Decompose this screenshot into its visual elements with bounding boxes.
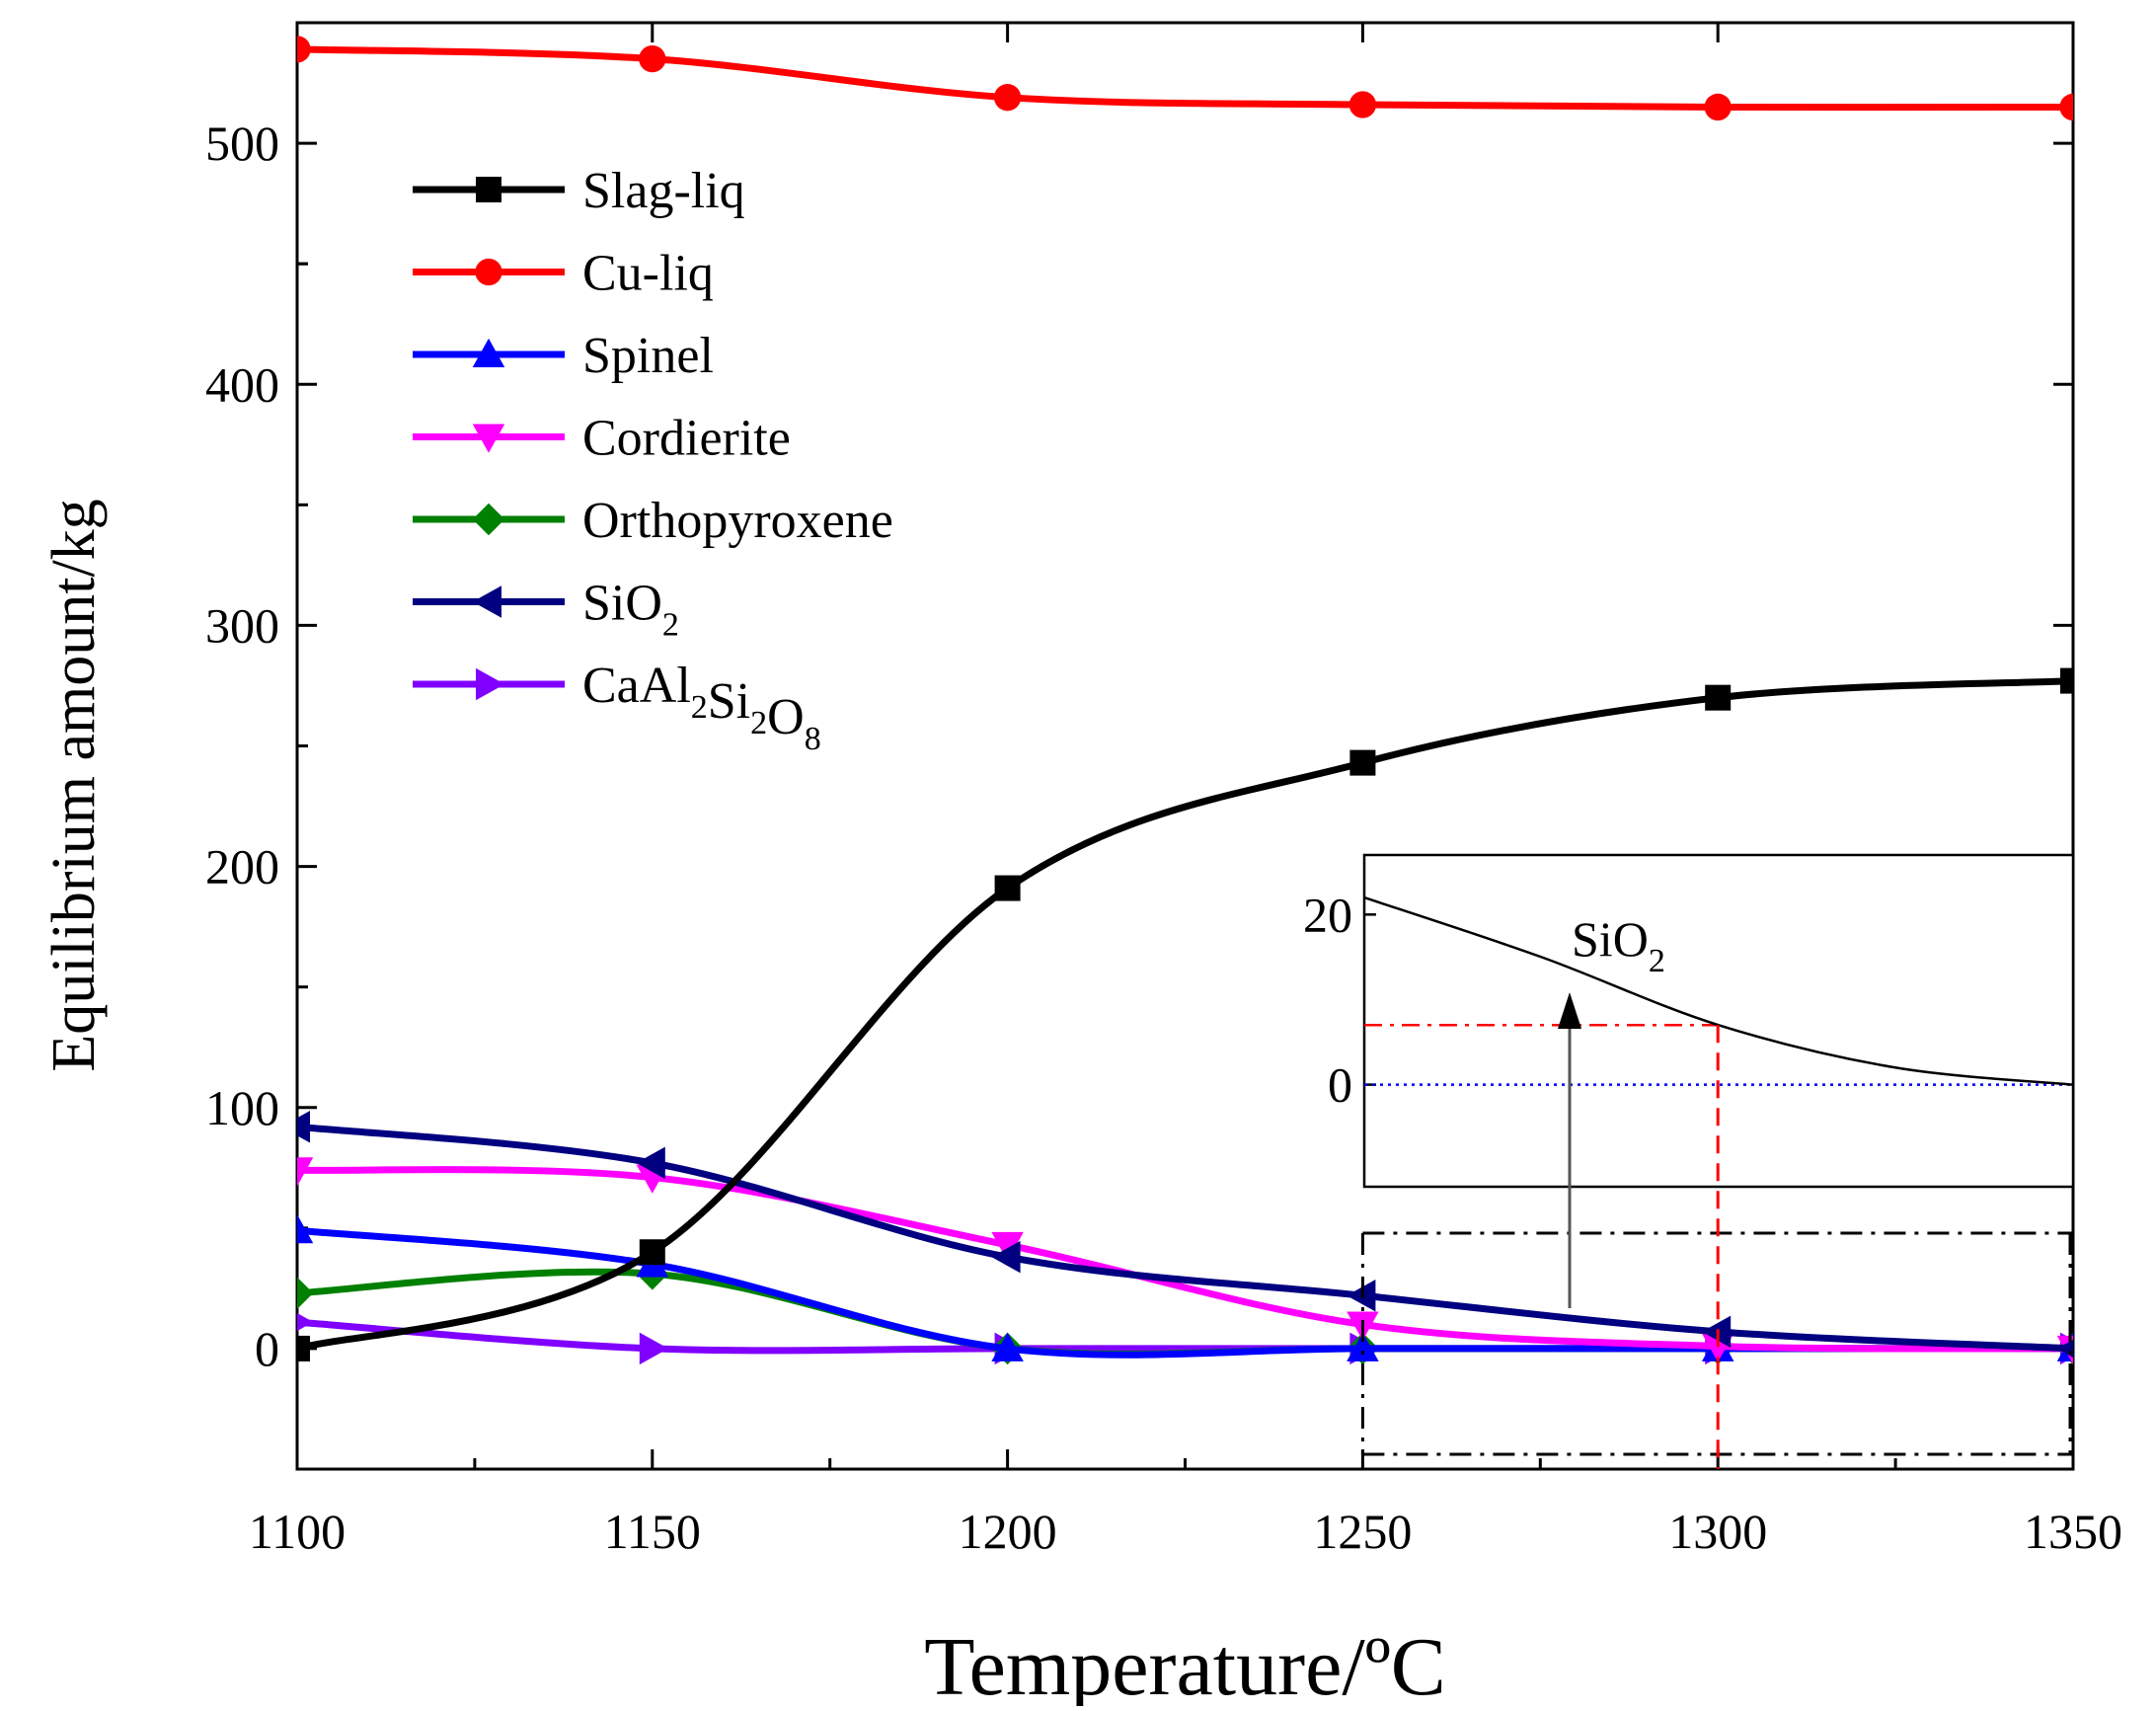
data-point-sio2: [1701, 1315, 1732, 1349]
legend-label-text: Si: [708, 673, 750, 730]
legend-label-subscript: 2: [691, 689, 708, 726]
legend-label-text: Cordierite: [582, 411, 791, 467]
legend-label-text: Spinel: [582, 328, 714, 384]
y-tick-label: 300: [205, 597, 279, 653]
y-axis-title: Equilibrium amount/kg: [40, 499, 108, 1071]
data-point-slag-liq: [639, 1239, 665, 1266]
x-axis-title: Temperature/ºC: [924, 1621, 1446, 1706]
inset-label-subscript: 2: [1649, 943, 1665, 979]
legend-label-subscript: 2: [750, 705, 767, 741]
inset-y-tick-label: 20: [1303, 887, 1352, 942]
legend-swatch-marker: [476, 177, 501, 202]
data-point-cu-liq: [639, 44, 666, 73]
legend-swatch-marker: [476, 667, 505, 701]
legend-label: SiO2: [582, 576, 679, 644]
series-line-sio2: [297, 1123, 2073, 1353]
legend-item-orthopyroxene: Orthopyroxene: [413, 493, 893, 549]
zoom-arrow-head: [1558, 992, 1581, 1029]
legend-label: CaAl2Si2O8: [582, 658, 821, 757]
legend-label-subscript: 8: [805, 721, 821, 757]
legend-label-text: Orthopyroxene: [582, 493, 893, 549]
legend-label: Spinel: [582, 328, 714, 384]
data-point-slag-liq: [1705, 684, 1732, 711]
series-slag-liq: [297, 667, 2073, 1361]
data-point-caal2si2o8: [639, 1332, 669, 1365]
series-sio2: [297, 1111, 2073, 1358]
legend-label: Cu-liq: [582, 246, 714, 302]
data-point-slag-liq: [2060, 667, 2073, 694]
series-layer: [297, 36, 2073, 1365]
inset-frame: [1362, 853, 2075, 1189]
legend: Slag-liq Cu-liq Spinel Cordierite Orthopyrox…: [413, 163, 893, 757]
data-point-cu-liq: [2059, 93, 2073, 121]
data-point-cu-liq: [993, 84, 1022, 112]
legend-label-subscript: 2: [662, 607, 679, 644]
inset-chart: 0 20 SiO2: [1303, 853, 2075, 1189]
inset-label: SiO2: [1572, 911, 1665, 979]
data-point-sio2: [1347, 1279, 1376, 1312]
data-point-sio2: [297, 1111, 310, 1143]
data-point-spinel: [297, 1214, 314, 1244]
data-point-sio2: [991, 1240, 1021, 1274]
data-point-cu-liq: [297, 36, 311, 63]
data-point-spinel: [991, 1332, 1024, 1361]
x-tick-label: 1250: [1313, 1504, 1412, 1559]
legend-item-spinel: Spinel: [413, 328, 714, 384]
legend-swatch-marker: [475, 258, 502, 286]
legend-swatch-marker: [472, 585, 501, 618]
data-point-orthopyroxene: [297, 1277, 314, 1310]
y-tick-label: 0: [255, 1321, 279, 1376]
y-tick-label: 500: [205, 116, 279, 171]
inset-label-text: SiO: [1572, 911, 1649, 967]
legend-label: Orthopyroxene: [582, 493, 893, 549]
legend-swatch-marker: [472, 424, 505, 453]
data-point-slag-liq: [994, 875, 1021, 901]
series-line-cu-liq: [297, 45, 2073, 112]
data-point-spinel: [1347, 1332, 1379, 1361]
y-tick-label: 200: [205, 839, 279, 894]
data-point-caal2si2o8: [297, 1313, 314, 1332]
series-cu-liq: [297, 36, 2073, 121]
x-tick-label: 1150: [604, 1504, 701, 1559]
y-tick-label: 100: [205, 1080, 279, 1135]
legend-label-text: Cu-liq: [582, 246, 714, 302]
legend-item-sio2: SiO2: [413, 576, 679, 644]
series-line-cordierite: [297, 1166, 2073, 1353]
y-tick-label: 400: [205, 356, 279, 412]
legend-item-slag-liq: Slag-liq: [413, 163, 745, 219]
series-cordierite: [297, 1157, 2073, 1365]
legend-label-text: CaAl: [582, 658, 691, 714]
inset-y-tick-label: 0: [1328, 1057, 1352, 1113]
legend-label-text: Slag-liq: [582, 163, 745, 219]
legend-label-text: O: [767, 689, 805, 745]
legend-label-text: SiO: [582, 576, 662, 632]
legend-item-caal2si2o8: CaAl2Si2O8: [413, 658, 821, 757]
legend-swatch-marker: [472, 503, 505, 536]
data-point-sio2: [636, 1146, 665, 1180]
data-point-cu-liq: [1704, 93, 1732, 121]
legend-label: Cordierite: [582, 411, 791, 467]
x-tick-label: 1100: [249, 1504, 346, 1559]
legend-item-cu-liq: Cu-liq: [413, 246, 714, 302]
data-point-slag-liq: [1349, 749, 1376, 776]
x-tick-label: 1300: [1668, 1504, 1767, 1559]
data-point-slag-liq: [297, 1335, 310, 1361]
data-point-cu-liq: [1348, 91, 1377, 118]
data-point-cordierite: [297, 1157, 314, 1187]
legend-item-cordierite: Cordierite: [413, 411, 791, 467]
x-tick-label: 1350: [2024, 1504, 2122, 1559]
series-line-slag-liq: [297, 677, 2073, 1353]
legend-swatch-marker: [472, 338, 505, 367]
data-point-cordierite: [991, 1231, 1024, 1262]
x-tick-label: 1200: [959, 1504, 1057, 1559]
legend-label: Slag-liq: [582, 163, 745, 219]
